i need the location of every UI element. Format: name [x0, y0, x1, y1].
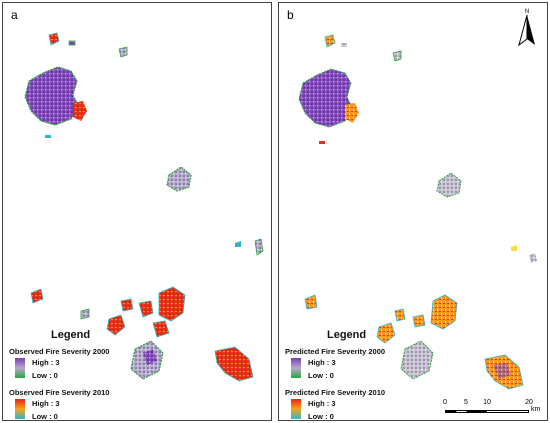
legend-high-label: High : 3	[32, 358, 60, 367]
color-ramp-2000	[291, 358, 301, 378]
color-ramp-2010	[15, 399, 25, 419]
legend-high-label: High : 3	[308, 358, 336, 367]
legend: Legend Predicted Fire Severity 2000 High…	[285, 329, 435, 421]
legend-high-label: High : 3	[308, 399, 336, 408]
burn-patch-small-right	[511, 245, 537, 263]
legend-heading-2010: Predicted Fire Severity 2010	[285, 388, 386, 397]
burn-patch-2000-mid	[166, 166, 192, 192]
north-arrow-icon	[518, 14, 535, 47]
north-arrow: N	[517, 9, 537, 52]
legend-low-label: Low : 0	[32, 412, 58, 421]
burn-patch-small-right	[235, 238, 264, 256]
scale-tick: 20	[525, 399, 533, 406]
scale-tick: 10	[483, 399, 491, 406]
legend-row-2010: High : 3 Low : 0	[291, 399, 435, 421]
color-ramp-2000	[15, 358, 25, 378]
scale-tick: 5	[464, 399, 468, 406]
color-ramp-2010	[291, 399, 301, 419]
legend-low-label: Low : 0	[308, 412, 334, 421]
legend-title: Legend	[327, 329, 367, 341]
north-letter: N	[524, 9, 530, 15]
burn-patch-2010-cluster	[304, 294, 524, 390]
legend-heading-2000: Observed Fire Severity 2000	[9, 347, 110, 356]
map-panel-b: b N Legend Predicted Fire Severity 2000 …	[278, 2, 548, 421]
scale-tick: 0	[443, 399, 447, 406]
legend-row-2010: High : 3 Low : 0	[15, 399, 159, 421]
legend-high-label: High : 3	[32, 399, 60, 408]
burn-patch-2000-mid	[436, 172, 462, 198]
legend-low-label: Low : 0	[308, 371, 334, 380]
burn-patch-small-top	[45, 32, 128, 138]
scale-bar-graphic	[445, 410, 529, 413]
panel-label: b	[287, 8, 294, 22]
legend-title: Legend	[51, 329, 91, 341]
legend-low-label: Low : 0	[32, 371, 58, 380]
burn-patch-2000-large	[298, 68, 359, 128]
scale-bar: 0 5 10 20 km	[443, 399, 541, 420]
burn-patch-small-top	[319, 34, 402, 144]
legend-row-2000: High : 3 Low : 0	[15, 358, 159, 380]
predicted-severity-map	[298, 34, 537, 390]
panel-label: a	[11, 8, 18, 22]
legend-heading-2010: Observed Fire Severity 2010	[9, 388, 110, 397]
scale-unit: km	[531, 406, 541, 413]
map-panel-a: a Legend Observed Fire Severity 2000 Hig…	[2, 2, 272, 421]
legend: Legend Observed Fire Severity 2000 High …	[9, 329, 159, 421]
burn-patch-2010-cluster	[30, 286, 254, 382]
burn-patch-2000-large	[24, 66, 87, 126]
legend-heading-2000: Predicted Fire Severity 2000	[285, 347, 386, 356]
observed-severity-map	[24, 32, 264, 382]
legend-row-2000: High : 3 Low : 0	[291, 358, 435, 380]
